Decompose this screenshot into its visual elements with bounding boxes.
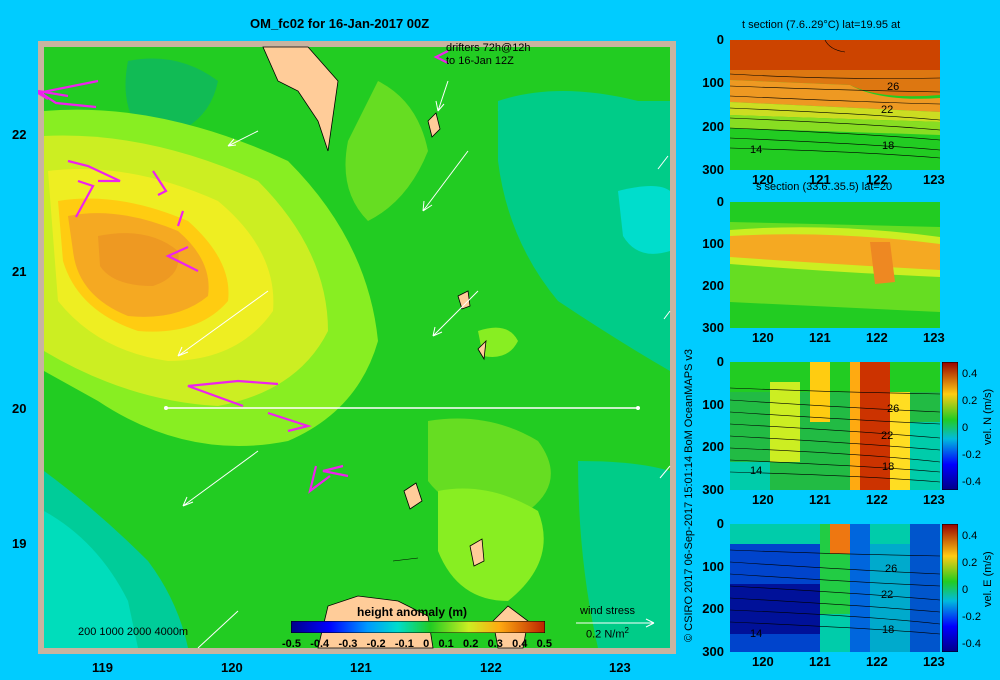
drifter-tracks <box>38 50 449 494</box>
x-tick: 120 <box>221 660 243 675</box>
vel-colorbar-tick: 0.2 <box>962 557 978 569</box>
map-title: OM_fc02 for 16-Jan-2017 00Z <box>250 16 430 31</box>
panel-y-tick: 100 <box>702 75 724 91</box>
contour-label: 14 <box>750 465 763 477</box>
panel-x-tick: 120 <box>752 330 774 345</box>
s-section-title: s section (33.6..35.5) lat=20 <box>756 181 893 193</box>
height-colorbar <box>291 621 545 633</box>
vel-n-label: vel. N (m/s) <box>982 388 994 445</box>
panel-x-tick: 121 <box>809 492 831 507</box>
panel-y-tick: 0 <box>716 516 724 531</box>
contour-label: 22 <box>881 589 894 601</box>
panel-x-tick: 120 <box>752 492 774 507</box>
vel-colorbar-tick: -0.4 <box>962 476 981 488</box>
s-section-panel <box>730 202 940 328</box>
wind-scale-label: 0.2 N/m2 <box>586 626 629 641</box>
drifters-label-2: to 16-Jan 12Z <box>446 55 514 67</box>
depth-legend: 200 1000 2000 4000m <box>78 626 189 638</box>
panel-y-tick: 100 <box>702 558 724 574</box>
panel-x-tick: 122 <box>866 654 888 669</box>
vel-colorbar-tick: -0.4 <box>962 638 981 650</box>
contour-label: 14 <box>750 144 763 156</box>
panel-x-tick: 122 <box>866 330 888 345</box>
wind-scale-arrow <box>576 618 655 628</box>
vel-e-colorbar <box>942 524 958 652</box>
wind-label: wind stress <box>580 605 636 617</box>
panel-y-tick: 100 <box>702 396 724 412</box>
vel-n-colorbar <box>942 362 958 490</box>
vel-e-label: vel. E (m/s) <box>982 551 994 607</box>
panel-x-tick: 120 <box>752 172 774 187</box>
panel-y-tick: 300 <box>702 482 724 497</box>
panel-y-tick: 0 <box>716 354 724 369</box>
panel-y-tick: 300 <box>702 320 724 335</box>
x-tick: 119 <box>92 660 113 675</box>
panel-y-tick: 200 <box>702 278 724 293</box>
panel-x-tick: 121 <box>809 654 831 669</box>
drifters-label: drifters 72h@12h <box>446 42 531 54</box>
panel-x-tick: 123 <box>923 172 945 187</box>
vel-colorbar-tick: 0.4 <box>962 368 978 380</box>
t-section-panel <box>730 40 940 170</box>
vel-colorbar-tick: 0.4 <box>962 530 978 542</box>
contour-label: 26 <box>887 403 900 415</box>
vel-colorbar-tick: -0.2 <box>962 611 981 623</box>
vel-colorbar-tick: 0 <box>962 422 969 434</box>
y-tick: 20 <box>12 401 27 416</box>
panel-y-tick: 200 <box>702 439 724 455</box>
colorbar-ticks: -0.5 -0.4 -0.3 -0.2 -0.1 0 0.1 0.2 0.3 0.4 0.… <box>282 638 552 650</box>
t-section-title: t section (7.6..29°C) lat=19.95 at <box>742 19 901 31</box>
panel-y-tick: 200 <box>702 601 724 617</box>
panel-x-tick: 122 <box>866 492 888 507</box>
y-tick: 21 <box>12 264 27 279</box>
x-tick: 121 <box>350 660 372 675</box>
x-tick: 123 <box>609 660 631 675</box>
panel-x-tick: 123 <box>923 330 945 345</box>
contour-label: 18 <box>882 461 895 473</box>
contour-label: 14 <box>750 628 763 640</box>
panel-y-tick: 200 <box>702 118 724 134</box>
contour-label: 22 <box>881 104 894 116</box>
vel-colorbar-tick: -0.2 <box>962 449 981 461</box>
contour-label: 18 <box>882 624 895 636</box>
vel-colorbar-tick: 0 <box>962 584 969 596</box>
panel-x-tick: 122 <box>866 172 888 187</box>
panel-y-tick: 300 <box>702 644 724 659</box>
panel-y-tick: 0 <box>716 32 724 47</box>
panel-x-tick: 123 <box>923 654 945 669</box>
contour-label: 18 <box>882 140 895 152</box>
y-tick: 19 <box>12 536 27 551</box>
x-tick: 122 <box>480 660 502 675</box>
vel-n-panel <box>730 362 940 490</box>
panel-y-tick: 100 <box>702 236 724 251</box>
panel-y-tick: 300 <box>702 162 724 177</box>
colorbar-title: height anomaly (m) <box>357 605 468 619</box>
contour-label: 26 <box>887 81 900 93</box>
vel-colorbar-tick: 0.2 <box>962 395 978 407</box>
vel-e-panel <box>730 524 940 652</box>
panel-x-tick: 121 <box>809 172 831 187</box>
panel-y-tick: 0 <box>716 194 724 209</box>
height-anomaly-map <box>38 41 676 654</box>
wind-stress-arrows <box>177 80 671 649</box>
y-tick: 22 <box>12 127 27 142</box>
panel-x-tick: 121 <box>809 330 831 345</box>
contour-label: 26 <box>885 563 898 575</box>
panel-x-tick: 120 <box>752 654 774 669</box>
contour-label: 22 <box>881 430 894 442</box>
panel-x-tick: 123 <box>923 492 945 507</box>
